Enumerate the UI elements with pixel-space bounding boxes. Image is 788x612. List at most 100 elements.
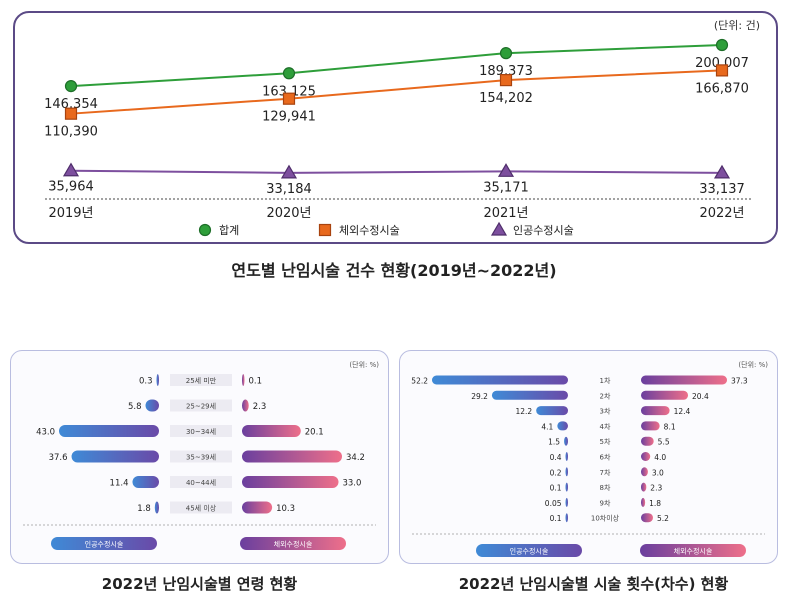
left-bar (154, 501, 159, 514)
triangle-point (713, 164, 731, 179)
legend-left-pill (51, 537, 157, 550)
left-bar (565, 452, 568, 461)
square-point (715, 64, 729, 77)
x-tick-label: 2021년 (483, 206, 528, 221)
circle-point (282, 67, 296, 80)
right-value-label: 5.5 (658, 438, 670, 447)
right-bar (641, 497, 646, 507)
data-label: 33,184 (266, 182, 312, 197)
category-label: 35~39세 (186, 453, 216, 462)
right-bar (641, 513, 653, 523)
category-label: 9차 (600, 498, 611, 507)
square-point (64, 107, 78, 120)
series-line-1 (70, 69, 723, 115)
left-value-label: 0.2 (550, 468, 562, 477)
data-label: 154,202 (479, 91, 533, 106)
x-tick-label: 2020년 (266, 206, 311, 221)
right-value-label: 37.3 (731, 377, 748, 386)
right-bar (242, 450, 342, 463)
legend-left-label: 인공수정시술 (85, 540, 124, 549)
left-bar (491, 390, 568, 400)
triangle-point (62, 162, 80, 177)
left-bar (565, 513, 568, 523)
age-chart: (단위: %) 25세 미만 0.3 0.1 25~29세 5.8 2.3 30~34세 43.… (23, 360, 379, 550)
unit-label: (단위: %) (349, 360, 379, 369)
left-value-label: 0.05 (545, 499, 562, 508)
data-label: 163,125 (262, 84, 316, 99)
left-bar (132, 476, 159, 488)
age-chart-panel: (단위: %) 25세 미만 0.3 0.1 25~29세 5.8 2.3 30~34세 43.… (10, 350, 389, 564)
left-value-label: 52.2 (411, 377, 428, 386)
left-value-label: 11.4 (110, 479, 129, 489)
left-value-label: 0.1 (550, 484, 562, 493)
left-bar (71, 450, 159, 463)
left-bar (564, 436, 568, 446)
category-box (170, 501, 232, 514)
legend-label: 합계 (219, 224, 239, 237)
count-chart-panel: (단위: %) 1차 52.2 37.3 2차 29.2 20.4 3차 12.2 12.4 4차 4… (399, 350, 778, 564)
legend-circle-icon (198, 223, 212, 237)
category-label: 45세 이상 (186, 504, 217, 513)
right-value-label: 0.1 (249, 377, 263, 387)
category-label: 30~34세 (186, 427, 216, 436)
data-label: 200,007 (695, 56, 749, 71)
legend-left-pill (476, 544, 582, 557)
category-box (170, 476, 232, 488)
category-label: 40~44세 (186, 478, 216, 487)
right-value-label: 33.0 (342, 479, 361, 489)
legend-triangle-icon (490, 221, 508, 236)
left-bar (565, 497, 568, 507)
category-label: 10차이상 (591, 514, 620, 523)
left-bar (156, 374, 159, 386)
data-label: 146,354 (44, 97, 98, 112)
circle-point (64, 80, 78, 93)
right-value-label: 8.1 (664, 422, 676, 431)
right-value-label: 4.0 (654, 453, 666, 462)
count-chart: (단위: %) 1차 52.2 37.3 2차 29.2 20.4 3차 12.2 12.4 4차 4… (411, 360, 768, 557)
data-label: 33,137 (699, 182, 745, 197)
square-point (282, 92, 296, 105)
line-chart: (단위: 건) 146,354 163,125 189,373 200,007 110,3… (44, 19, 760, 237)
x-tick-label: 2019년 (48, 206, 93, 221)
right-value-label: 12.4 (674, 407, 691, 416)
right-bar (242, 501, 273, 514)
right-value-label: 2.3 (650, 484, 662, 493)
category-label: 25세 미만 (186, 376, 217, 385)
right-bar (242, 374, 245, 386)
legend-right-label: 체외수정시술 (274, 540, 313, 549)
right-bar (641, 421, 660, 431)
unit-label: (단위: 건) (714, 19, 760, 32)
triangle-point (280, 164, 298, 179)
age-chart-caption: 2022년 난임시술별 연령 현황 (101, 575, 298, 593)
line-chart-panel: (단위: 건) 146,354 163,125 189,373 200,007 110,3… (13, 11, 778, 244)
series-line-0 (70, 44, 723, 88)
left-bar (557, 421, 568, 431)
right-bar (242, 399, 249, 412)
left-value-label: 29.2 (471, 392, 488, 401)
circle-point (499, 47, 513, 60)
left-value-label: 4.1 (541, 422, 553, 431)
legend-right-pill (640, 544, 746, 557)
right-value-label: 3.0 (652, 468, 664, 477)
left-value-label: 1.8 (137, 504, 151, 514)
right-bar (242, 476, 339, 488)
left-value-label: 12.2 (516, 407, 533, 416)
right-bar (641, 482, 647, 492)
left-bar (432, 375, 568, 385)
left-value-label: 5.8 (128, 402, 142, 412)
legend-left-label: 인공수정시술 (510, 547, 549, 556)
series-line-2 (70, 169, 723, 174)
legend-right-label: 체외수정시술 (674, 547, 713, 556)
right-bar (641, 436, 654, 446)
data-label: 189,373 (479, 64, 533, 79)
right-value-label: 20.1 (305, 428, 324, 438)
right-value-label: 20.4 (692, 392, 709, 401)
right-bar (641, 452, 651, 461)
category-label: 1차 (600, 376, 611, 385)
category-box (170, 374, 232, 386)
left-value-label: 37.6 (49, 453, 68, 463)
data-label: 110,390 (44, 125, 98, 140)
right-value-label: 1.8 (649, 499, 661, 508)
left-bar (145, 399, 159, 412)
count-chart-caption: 2022년 난임시술별 시술 횟수(차수) 현황 (458, 575, 729, 593)
